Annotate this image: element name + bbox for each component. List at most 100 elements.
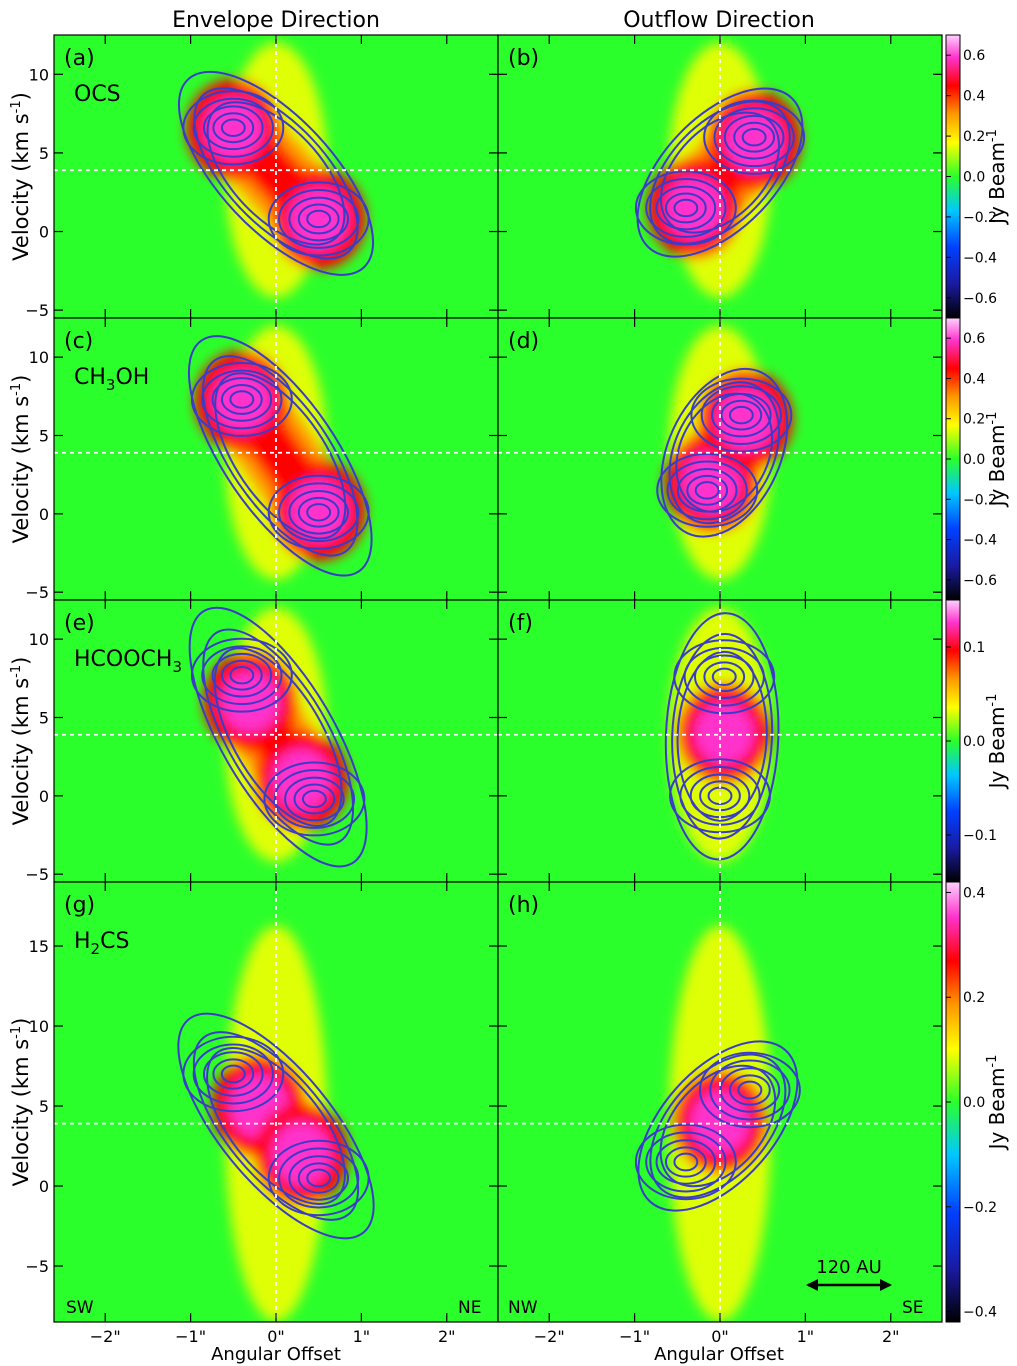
contour-inner <box>664 1146 707 1178</box>
column-title-envelope: Envelope Direction <box>172 8 380 33</box>
contour-outer <box>188 606 368 868</box>
colorbar-tick-label: 0.4 <box>963 371 985 387</box>
y-tick-label: 5 <box>39 144 49 163</box>
contour-inner <box>220 118 246 137</box>
y-tick-label: 15 <box>29 937 49 956</box>
contour-outer <box>193 87 359 260</box>
colorbar-tick-label: 0.4 <box>963 885 985 901</box>
contour-inner <box>212 1058 255 1090</box>
contour-outer <box>660 367 789 538</box>
x-tick-label: −2" <box>534 1327 565 1346</box>
y-tick-label: −5 <box>25 583 49 602</box>
contour-inner <box>713 107 795 168</box>
emission-peak-core <box>220 670 281 734</box>
scale-bar: 120 AU <box>806 1257 892 1291</box>
contours <box>634 87 806 258</box>
contour-inner <box>288 1155 349 1201</box>
contour-outer <box>192 1031 360 1221</box>
panel-c: −5 0 5 10 (c) CH3OH <box>25 317 499 602</box>
colorbar-tick-label: 0.6 <box>963 48 985 64</box>
panel-label: (c) <box>64 329 93 354</box>
contour-outer <box>202 355 359 557</box>
contour-inner <box>306 503 332 522</box>
colorbar: −0.1 0.0 0.1 Jy Beam-1 <box>945 599 1009 883</box>
colorbar-tick-label: −0.4 <box>963 250 997 266</box>
panel-e: −5 0 5 10 (e) HCOOCH3 <box>25 599 499 884</box>
contour-outer <box>671 633 774 840</box>
contour-inner <box>182 90 285 166</box>
contours <box>187 335 373 577</box>
panel-a: −5 0 5 10 (a) OCS <box>25 34 499 320</box>
corner-label-ne: NE <box>458 1298 481 1318</box>
colorbar: −0.4 −0.2 0.0 0.2 0.4 Jy Beam-1 <box>945 881 1009 1323</box>
colorbar-tick-label: −0.6 <box>963 573 997 589</box>
contour-inner <box>297 496 340 528</box>
colorbar: −0.6 −0.4 −0.2 0.0 0.2 0.4 0.6 Jy Beam-1 <box>945 34 1009 319</box>
contour-inner <box>220 1064 246 1084</box>
colorbar-tick-label: 0.6 <box>963 331 985 347</box>
panel-label: (d) <box>508 329 539 354</box>
y-tick-label: 10 <box>29 1017 49 1036</box>
y-tick-label: 5 <box>39 1097 49 1116</box>
contours <box>656 367 793 538</box>
y-tick-label: 10 <box>29 348 49 367</box>
contour-inner <box>728 405 754 425</box>
y-tick-label: 0 <box>39 223 49 242</box>
colorbar-tick-label: 0.0 <box>963 1095 985 1111</box>
y-axis-label: Velocity (km s-1) <box>9 92 33 261</box>
y-tick-label: 10 <box>29 630 49 649</box>
contour-inner <box>686 474 729 506</box>
contour-inner <box>203 1051 264 1097</box>
contour-inner <box>690 377 793 453</box>
contour-inner <box>703 99 806 175</box>
contour-inner <box>306 1168 332 1188</box>
molecule-label: HCOOCH3 <box>74 647 182 676</box>
contour-inner <box>676 468 738 513</box>
x-tick-label: 2" <box>438 1327 456 1346</box>
contour-inner <box>711 392 772 438</box>
contour-outer <box>659 1064 777 1188</box>
contour-outer <box>636 87 804 258</box>
contour-inner <box>182 1035 285 1113</box>
corner-label-sw: SW <box>66 1298 94 1318</box>
y-tick-label: −5 <box>25 865 49 884</box>
contour-inner <box>723 114 785 160</box>
x-tick-label: 1" <box>353 1327 371 1346</box>
colorbar-tick-label: 0.0 <box>963 734 985 750</box>
contour-outer <box>649 1053 787 1199</box>
contour-inner <box>220 384 263 415</box>
contour-outer <box>177 1012 375 1240</box>
x-axis-label-right: Angular Offset <box>654 1344 784 1365</box>
y-axis-label: Velocity (km s-1) <box>9 375 33 544</box>
contours <box>177 70 375 276</box>
contour-inner <box>645 1131 727 1193</box>
contour-inner <box>192 1043 274 1105</box>
colorbar-tick-label: −0.4 <box>963 1305 997 1321</box>
molecule-label: OCS <box>74 82 121 107</box>
contour-inner <box>212 112 255 144</box>
y-tick-label: −5 <box>25 301 49 320</box>
contour-inner <box>229 665 255 685</box>
emission-peak-core <box>203 97 264 161</box>
contour-inner <box>267 1139 370 1217</box>
y-axis-label: Velocity (km s-1) <box>9 657 33 826</box>
x-tick-label: 0" <box>267 1327 285 1346</box>
emission-peak-core <box>288 479 349 543</box>
contour-inner <box>203 105 264 151</box>
contours <box>634 1040 801 1212</box>
contour-outer <box>649 100 791 245</box>
contour-inner <box>673 1152 699 1172</box>
contour-inner <box>288 196 349 242</box>
y-tick-label: 0 <box>39 1177 49 1196</box>
colorbar-tick-label: 0.1 <box>963 640 985 656</box>
colorbar-label: Jy Beam-1 <box>985 412 1009 509</box>
contour-inner <box>720 399 763 431</box>
contour-outer <box>659 111 781 234</box>
y-tick-label: 5 <box>39 709 49 728</box>
y-tick-label: 10 <box>29 65 49 84</box>
panel-h: −2" −1" 0" 1" 2" (h) <box>497 881 943 1346</box>
y-tick-label: 0 <box>39 505 49 524</box>
contour-inner <box>263 761 366 837</box>
corner-label-nw: NW <box>508 1298 538 1318</box>
contour-inner <box>673 198 699 218</box>
